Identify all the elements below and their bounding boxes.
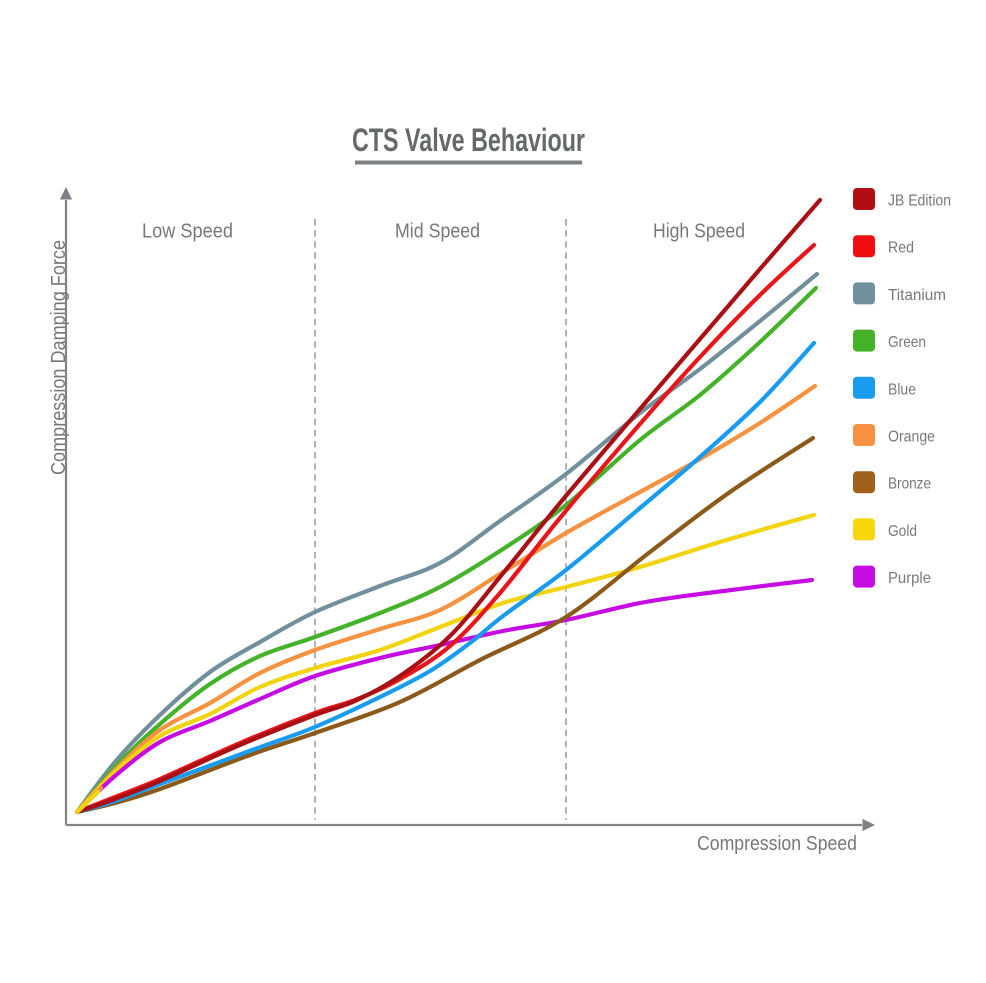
svg-text:Bronze: Bronze xyxy=(888,476,931,493)
svg-text:Mid Speed: Mid Speed xyxy=(395,220,480,242)
svg-text:Gold: Gold xyxy=(888,523,917,540)
svg-text:Compression Damping Force: Compression Damping Force xyxy=(48,240,70,475)
svg-text:JB Edition: JB Edition xyxy=(888,193,951,210)
svg-text:Red: Red xyxy=(888,240,914,257)
svg-text:Green: Green xyxy=(888,334,926,351)
svg-text:Low Speed: Low Speed xyxy=(142,220,233,242)
svg-text:Blue: Blue xyxy=(888,381,916,398)
svg-text:Purple: Purple xyxy=(888,570,931,587)
svg-text:Titanium: Titanium xyxy=(888,287,946,304)
svg-text:CTS Valve Behaviour: CTS Valve Behaviour xyxy=(352,122,585,158)
svg-text:High Speed: High Speed xyxy=(653,220,745,242)
svg-text:Orange: Orange xyxy=(888,429,935,446)
svg-text:Compression Speed: Compression Speed xyxy=(697,833,857,855)
